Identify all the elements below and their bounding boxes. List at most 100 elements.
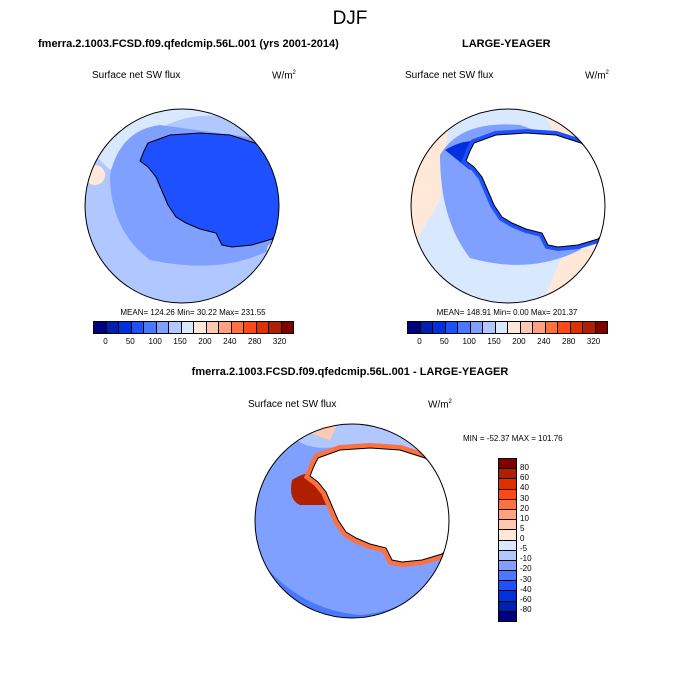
colorbar-box xyxy=(495,322,508,333)
colorbar-box xyxy=(106,322,119,333)
colorbar-box xyxy=(499,489,516,500)
colorbar-label: 150 xyxy=(173,337,187,346)
colorbar-box xyxy=(499,581,516,592)
colorbar-box xyxy=(520,322,533,333)
colorbar-label: 40 xyxy=(520,483,529,493)
colorbar-label: 200 xyxy=(198,337,212,346)
colorbar-box xyxy=(408,322,421,333)
colorbar-box xyxy=(499,509,516,521)
panel2-stats: MEAN= 148.91 Min= 0.00 Max= 201.37 xyxy=(436,308,578,317)
colorbar-box xyxy=(433,322,446,333)
panel2-variable: Surface net SW flux xyxy=(405,70,494,81)
panel3-title: fmerra.2.1003.FCSD.f09.qfedcmip.56L.001 … xyxy=(191,366,509,378)
colorbar-box xyxy=(499,591,516,602)
colorbar-label: 0 xyxy=(103,337,108,346)
colorbar-box xyxy=(94,322,107,333)
colorbar-box xyxy=(231,322,244,333)
colorbar-box xyxy=(445,322,458,333)
figure-title: DJF xyxy=(332,8,368,29)
colorbar-label: -60 xyxy=(520,594,532,604)
colorbar-label: -20 xyxy=(520,564,532,574)
panel3-stats: MIN = -52.37 MAX = 101.76 xyxy=(463,434,563,443)
colorbar-label: 320 xyxy=(272,337,287,346)
panel1-title: fmerra.2.1003.FCSD.f09.qfedcmip.56L.001 … xyxy=(38,38,339,50)
colorbar-box xyxy=(470,322,483,333)
panel1-map xyxy=(85,109,279,303)
colorbar-label: 240 xyxy=(223,337,237,346)
colorbar-label: 5 xyxy=(520,523,525,533)
panel3-map-border xyxy=(254,423,450,619)
colorbar-box xyxy=(499,611,516,621)
panel3-map xyxy=(255,424,449,618)
colorbar-label: 20 xyxy=(520,503,529,513)
colorbar-box xyxy=(256,322,269,333)
colorbar-box xyxy=(131,322,144,333)
colorbar-box xyxy=(499,499,516,510)
colorbar-box xyxy=(194,322,207,333)
colorbar-label: -5 xyxy=(520,544,528,554)
colorbar-label: 50 xyxy=(125,337,135,346)
colorbar-box xyxy=(499,550,516,561)
colorbar-box xyxy=(458,322,471,333)
colorbar-label: 100 xyxy=(148,337,162,346)
colorbar-label: -10 xyxy=(520,554,532,564)
colorbar-label: -80 xyxy=(520,604,532,614)
colorbar-label: 280 xyxy=(562,337,576,346)
colorbar-box xyxy=(420,322,433,333)
colorbar-box xyxy=(499,469,516,480)
colorbar-box xyxy=(219,322,232,333)
panel2-units: W/m2 xyxy=(585,70,609,82)
colorbar-label: 150 xyxy=(487,337,501,346)
colorbar-box xyxy=(545,322,558,333)
colorbar-box xyxy=(499,560,516,572)
colorbar-label: -40 xyxy=(520,584,532,594)
colorbar-box xyxy=(483,322,496,333)
colorbar-label: 0 xyxy=(520,534,525,543)
colorbar-box xyxy=(499,601,516,612)
colorbar-label: 0 xyxy=(417,337,422,346)
colorbar-label: 240 xyxy=(537,337,551,346)
colorbar-box xyxy=(119,322,132,333)
colorbar-label: 280 xyxy=(248,337,262,346)
colorbar-box xyxy=(169,322,182,333)
colorbar-box xyxy=(533,322,546,333)
panel1-map-border xyxy=(84,108,280,304)
colorbar-label: 50 xyxy=(439,337,449,346)
colorbar-box xyxy=(206,322,219,333)
colorbar-box xyxy=(269,322,282,333)
colorbar-box xyxy=(499,540,516,551)
colorbar-box xyxy=(499,530,516,541)
panel1-colorbar xyxy=(93,321,294,334)
panel3-colorbar xyxy=(498,458,517,622)
colorbar-box xyxy=(499,459,516,470)
colorbar-box xyxy=(508,322,521,333)
colorbar-box xyxy=(181,322,194,333)
colorbar-label: 320 xyxy=(586,337,601,346)
panel1-units: W/m2 xyxy=(272,70,296,82)
colorbar-box xyxy=(156,322,169,333)
colorbar-label: 200 xyxy=(512,337,526,346)
colorbar-label: 30 xyxy=(520,493,529,503)
colorbar-label: 10 xyxy=(520,513,529,523)
colorbar-box xyxy=(583,322,596,333)
panel2-map-border xyxy=(410,108,606,304)
colorbar-label: 100 xyxy=(462,337,476,346)
colorbar-box xyxy=(499,571,516,582)
colorbar-label: 80 xyxy=(520,463,529,473)
panel3-units: W/m2 xyxy=(428,399,452,411)
colorbar-box xyxy=(499,520,516,531)
panel1-variable: Surface net SW flux xyxy=(92,70,181,81)
colorbar-box xyxy=(499,479,516,490)
colorbar-box xyxy=(595,322,607,333)
colorbar-box xyxy=(281,322,293,333)
panel1-stats: MEAN= 124.26 Min= 30.22 Max= 231.55 xyxy=(120,308,266,317)
panel2-map xyxy=(411,109,605,303)
colorbar-box xyxy=(244,322,257,333)
panel2-colorbar xyxy=(407,321,608,334)
colorbar-box xyxy=(144,322,157,333)
colorbar-box xyxy=(570,322,583,333)
colorbar-box xyxy=(558,322,571,333)
colorbar-label: 60 xyxy=(520,473,529,483)
